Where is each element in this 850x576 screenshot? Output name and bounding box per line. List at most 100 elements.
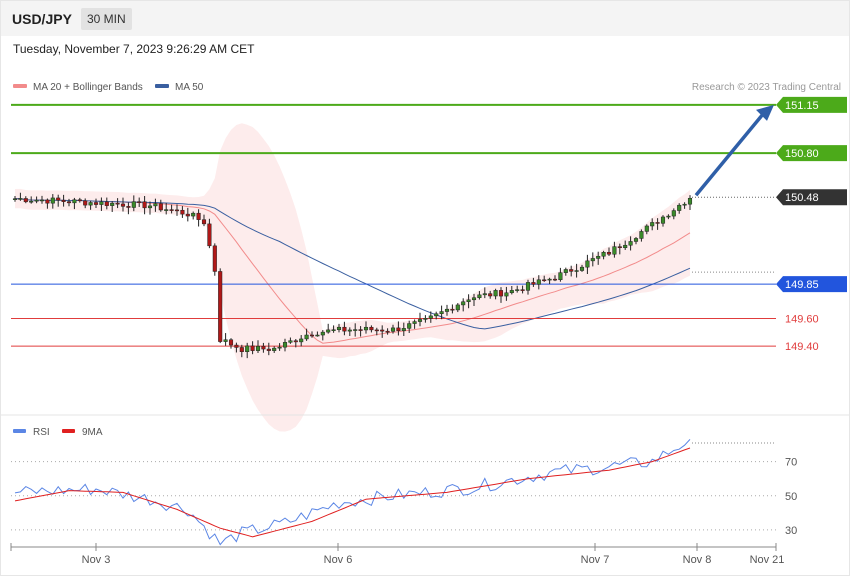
candle	[29, 196, 34, 204]
candle	[601, 250, 606, 260]
candle	[304, 328, 309, 341]
candle	[687, 195, 693, 211]
candle	[250, 341, 255, 355]
candle	[196, 209, 201, 227]
candle	[374, 327, 379, 336]
candle	[218, 268, 223, 344]
candle	[682, 202, 687, 209]
ma20-legend-swatch	[13, 84, 27, 88]
candle	[531, 277, 536, 287]
candle	[288, 337, 293, 344]
candle	[266, 342, 271, 356]
symbol-title: USD/JPY	[12, 11, 72, 27]
candle	[239, 344, 244, 358]
candle	[434, 311, 439, 320]
candle	[66, 198, 72, 207]
rsi-tick-label: 70	[785, 457, 797, 469]
candle	[660, 215, 666, 227]
candle	[363, 321, 369, 334]
candle	[542, 275, 547, 282]
candle	[596, 251, 601, 265]
candle	[353, 323, 358, 337]
candle	[509, 286, 514, 295]
candle	[455, 303, 460, 313]
candle	[666, 214, 671, 220]
candle	[574, 263, 579, 278]
candle	[331, 325, 336, 333]
candle	[569, 265, 574, 277]
candle	[633, 236, 639, 245]
candle	[650, 218, 655, 231]
candle	[358, 326, 363, 337]
candle	[590, 252, 595, 267]
candle	[612, 241, 617, 258]
price-levels: 151.15 150.80 150.48 149.85 149.60 149.40	[11, 96, 847, 353]
timeframe-badge[interactable]: 30 MIN	[81, 8, 132, 30]
candle	[315, 331, 320, 337]
candle	[515, 285, 520, 293]
candle	[34, 196, 39, 204]
candle	[45, 198, 50, 209]
candle	[504, 286, 509, 301]
candle	[174, 204, 180, 216]
candle	[450, 304, 455, 314]
candle	[563, 267, 568, 276]
candle	[142, 195, 147, 215]
x-tick-label: Nov 21	[750, 554, 785, 566]
candle	[536, 275, 541, 290]
candle	[423, 315, 428, 323]
candle	[234, 342, 239, 353]
candle	[347, 327, 352, 336]
candle	[212, 243, 217, 276]
candle	[153, 198, 158, 212]
candle	[12, 196, 18, 202]
candle	[407, 320, 412, 333]
candle	[223, 333, 228, 346]
x-tick-label: Nov 7	[581, 554, 610, 566]
candle	[471, 293, 477, 306]
candle	[50, 194, 55, 209]
candle	[255, 340, 261, 354]
candle	[396, 321, 401, 336]
candle	[104, 197, 109, 210]
candle	[56, 194, 61, 207]
candle	[23, 196, 28, 204]
candle	[93, 198, 99, 209]
candle	[83, 198, 88, 209]
credit-text: Research © 2023 Trading Central	[692, 82, 841, 93]
x-tick-label: Nov 3	[82, 554, 111, 566]
candle	[99, 197, 104, 211]
candle	[390, 324, 396, 334]
candle	[245, 342, 250, 359]
candle	[261, 342, 266, 353]
rsi-legend: RSI 9MA	[13, 427, 103, 438]
candle	[552, 275, 558, 282]
candle	[401, 322, 406, 336]
candle	[72, 197, 77, 210]
candle	[201, 214, 207, 227]
rsi-legend-swatch	[13, 429, 26, 433]
candle	[320, 330, 325, 341]
candle	[547, 277, 552, 285]
candle	[272, 346, 277, 353]
candle	[39, 195, 45, 204]
candle	[644, 224, 649, 235]
candle	[482, 287, 487, 299]
candle	[61, 194, 66, 207]
timestamp: Tuesday, November 7, 2023 9:26:29 AM CET	[13, 42, 255, 56]
target-arrow	[694, 104, 774, 197]
ma50-line	[14, 198, 691, 330]
candle	[498, 287, 504, 303]
candle	[228, 338, 234, 349]
candle	[336, 323, 342, 333]
candle	[115, 198, 120, 209]
x-tick-label: Nov 8	[683, 554, 712, 566]
candle	[439, 305, 444, 320]
ma50-legend-swatch	[155, 84, 169, 88]
candle	[120, 197, 126, 212]
candle	[655, 218, 660, 230]
level-label: 149.40	[785, 341, 819, 353]
rsi-ma-legend-label: 9MA	[82, 427, 103, 438]
candle	[369, 325, 374, 333]
